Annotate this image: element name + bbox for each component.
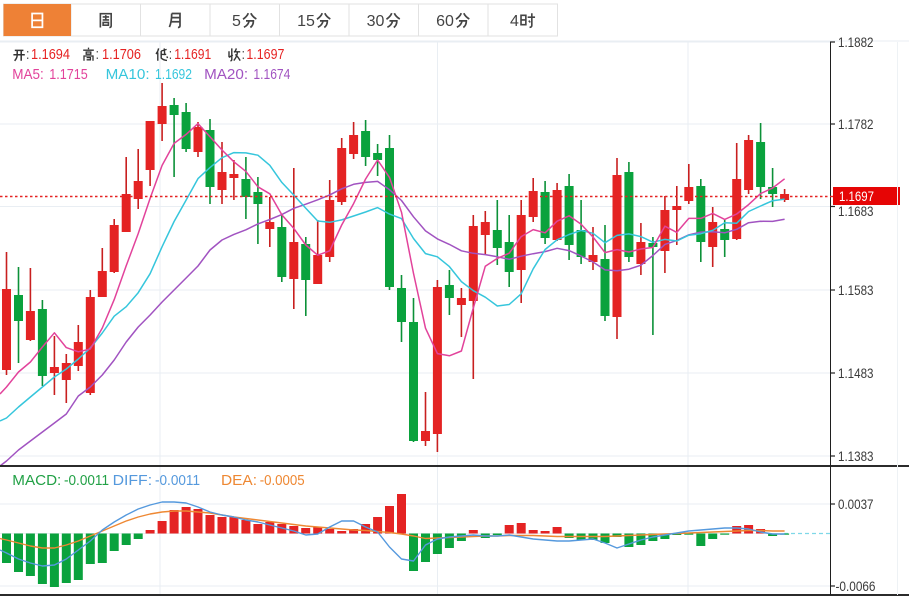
svg-text::: : — [26, 47, 29, 63]
svg-text:1.1697: 1.1697 — [246, 47, 284, 63]
svg-text:1.1583: 1.1583 — [838, 283, 874, 298]
svg-text:1.1706: 1.1706 — [102, 47, 141, 63]
svg-text:-0.0005: -0.0005 — [260, 473, 305, 489]
svg-text:4: 4 — [510, 13, 519, 30]
svg-text::: : — [96, 47, 99, 63]
svg-text:DEA:: DEA: — [221, 473, 257, 489]
svg-text:MA10:: MA10: — [106, 67, 150, 83]
svg-text:5: 5 — [232, 13, 241, 30]
svg-text:0.0037: 0.0037 — [838, 497, 874, 512]
svg-text:-0.0066: -0.0066 — [836, 579, 876, 594]
svg-text:1.1483: 1.1483 — [838, 366, 874, 381]
svg-text:MA20:: MA20: — [204, 67, 248, 83]
svg-text:MA5:: MA5: — [12, 67, 44, 83]
svg-text::: : — [242, 47, 245, 63]
svg-text:1.1674: 1.1674 — [253, 67, 290, 83]
svg-text:1.1383: 1.1383 — [838, 449, 874, 464]
svg-text:1.1782: 1.1782 — [838, 117, 874, 132]
svg-text:1.1715: 1.1715 — [49, 67, 88, 83]
svg-text::: : — [169, 47, 172, 63]
svg-text:30: 30 — [367, 13, 385, 30]
svg-text:-0.0011: -0.0011 — [64, 473, 109, 489]
svg-text:60: 60 — [436, 13, 454, 30]
svg-text:1.1683: 1.1683 — [838, 204, 874, 219]
svg-text:1.1697: 1.1697 — [839, 189, 874, 204]
svg-text:1.1691: 1.1691 — [174, 47, 211, 63]
svg-text:1.1882: 1.1882 — [838, 35, 874, 50]
svg-text:DIFF:: DIFF: — [113, 473, 153, 489]
svg-text:MACD:: MACD: — [12, 473, 61, 489]
svg-text:1.1692: 1.1692 — [155, 67, 192, 83]
svg-text:15: 15 — [297, 13, 315, 30]
svg-text:-0.0011: -0.0011 — [155, 473, 200, 489]
svg-text:1.1694: 1.1694 — [31, 47, 70, 63]
